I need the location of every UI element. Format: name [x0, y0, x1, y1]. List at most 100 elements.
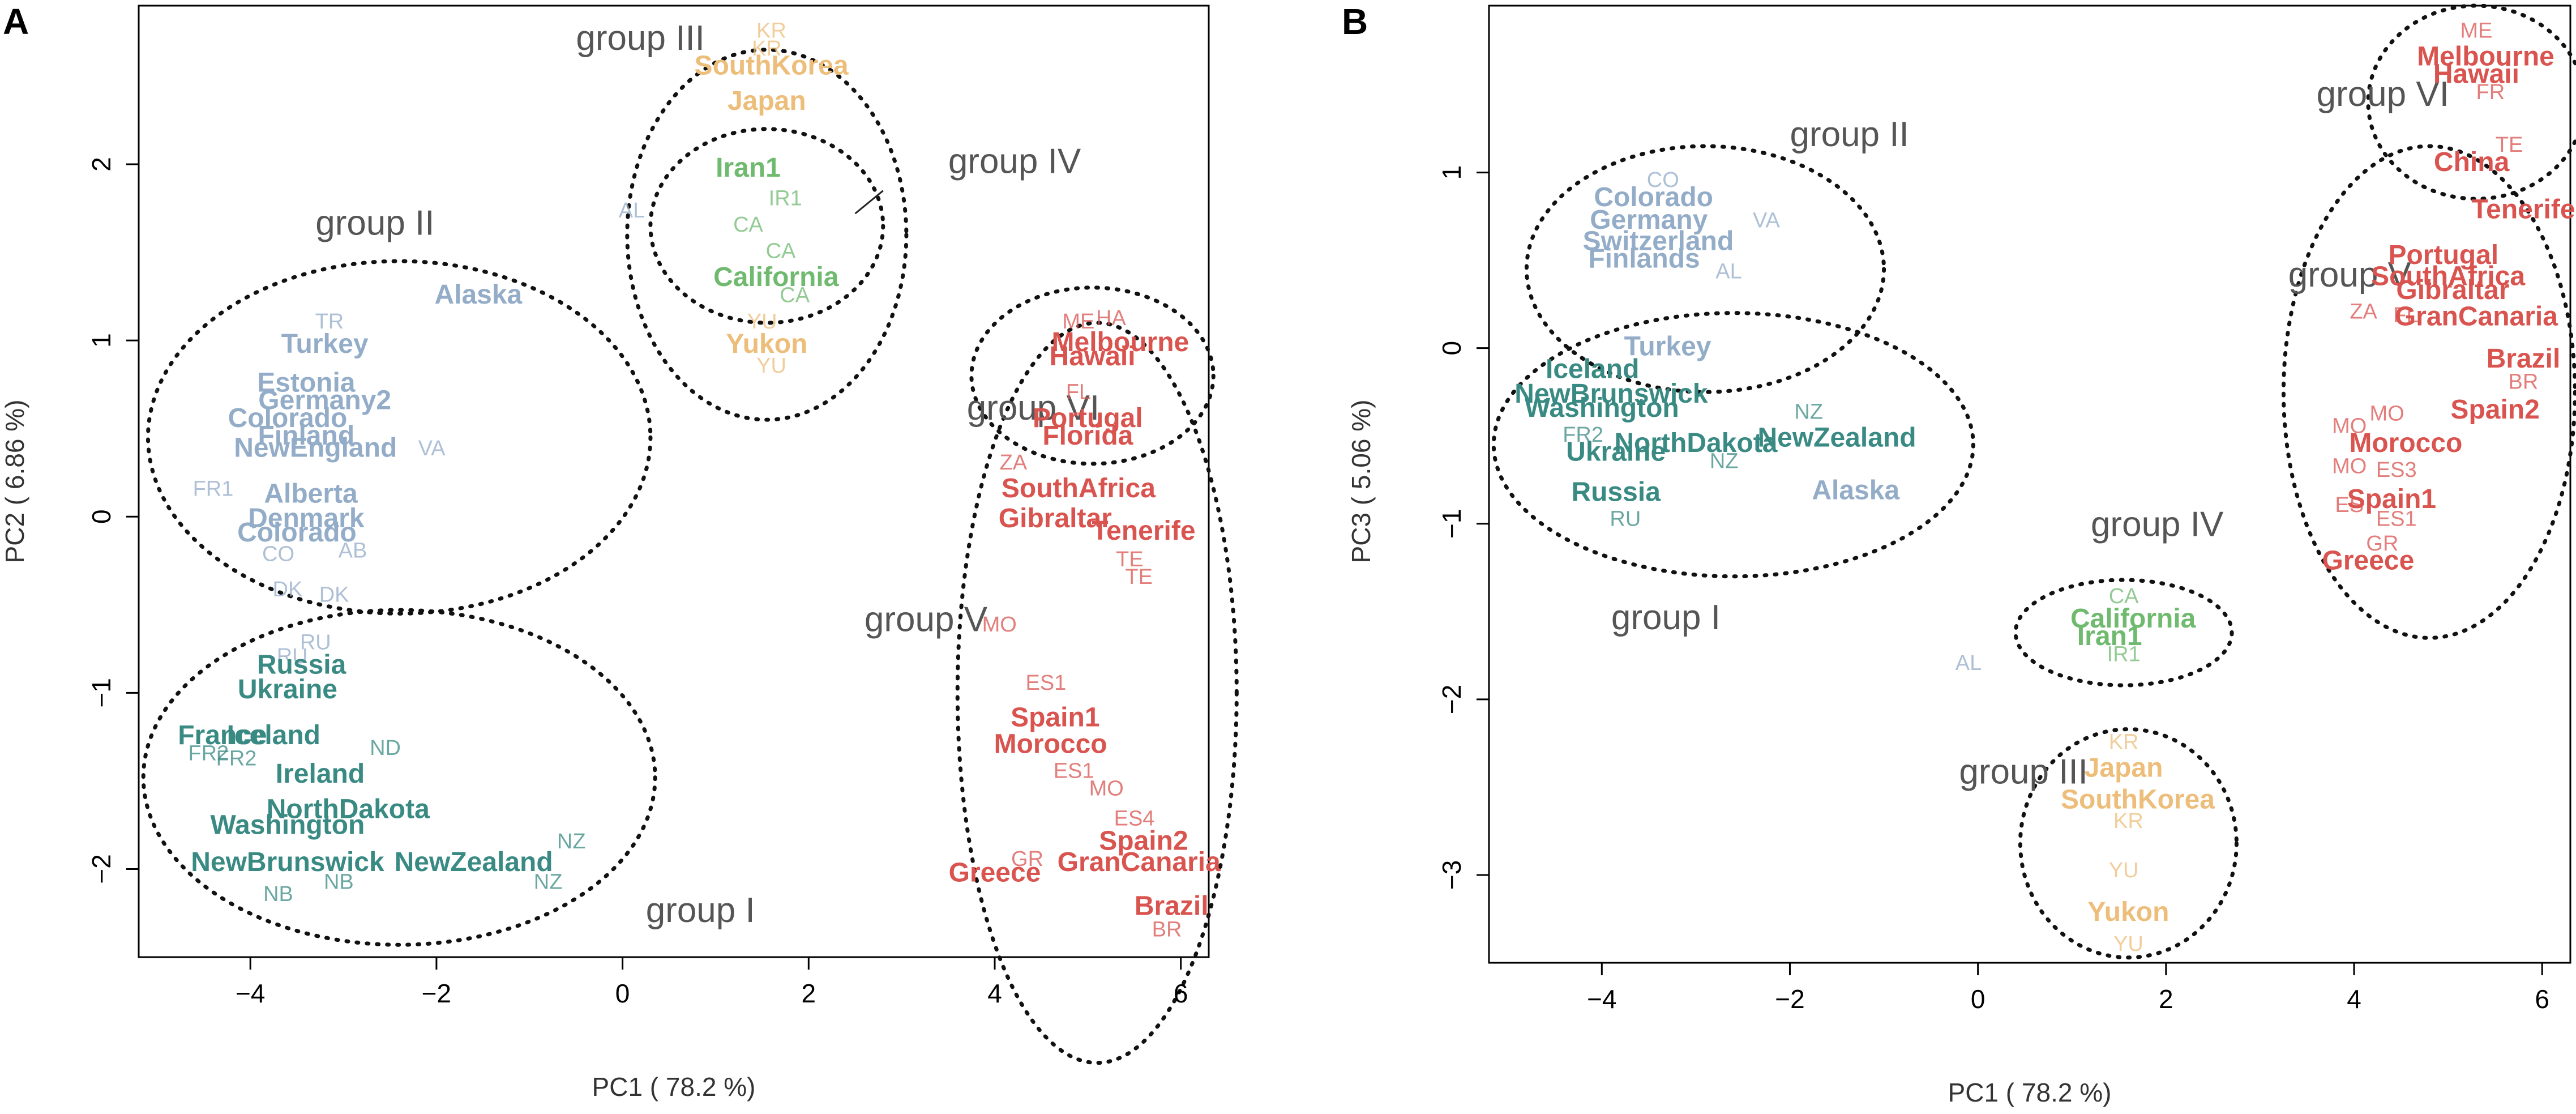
panel-a-point-al: AL — [619, 199, 645, 223]
panel-a-label-group-VI: group VI — [967, 389, 1099, 428]
panel-b-point-china: China — [2434, 147, 2510, 177]
panel-b-point-iceland: Iceland — [1546, 355, 1639, 385]
panel-a-ellipse-group-V — [955, 321, 1239, 1065]
panel-a-point-ca: CA — [766, 240, 796, 263]
panel-a-point-alaska: Alaska — [434, 280, 522, 310]
panel-b-point-nz: NZ — [1794, 400, 1823, 424]
panel-b-ellipse-group-I — [1491, 311, 1975, 579]
panel-a-point-ca: CA — [780, 283, 810, 307]
panel-b-label-group-VI: group VI — [2317, 75, 2449, 114]
panel-a-point-newbrunswick: NewBrunswick — [191, 847, 384, 877]
panel-b-point-mo: MO — [2370, 402, 2404, 426]
panel-b-point-gr: GR — [2366, 532, 2398, 556]
panel-a-point-alberta: Alberta — [264, 479, 358, 509]
panel-a-points: SouthKoreaJapanKRKRYukonYUYUIran1IR1CACa… — [178, 19, 1221, 942]
panel-b-ellipse-group-III — [2018, 727, 2239, 960]
panel-a-label-group-IV: group IV — [948, 142, 1081, 181]
panel-b-point-finlands: Finlands — [1588, 244, 1700, 274]
panel-a-point-mo: MO — [982, 613, 1017, 637]
panel-a-ellipse-group-IV — [648, 127, 885, 325]
panel-b-y-tick-label: −1 — [1437, 509, 1466, 539]
panel-b-point-melbourne: Melbourne — [2417, 42, 2554, 72]
panel-b-point-germany: Germany — [1590, 205, 1708, 235]
panel-b-point-yu: YU — [2109, 859, 2139, 882]
panel-a-point-es4: ES4 — [1114, 806, 1155, 830]
panel-a-point-tenerife: Tenerife — [1092, 516, 1195, 546]
panel-a-point-newengland: NewEngland — [234, 433, 397, 463]
panel-b-point-mo: MO — [2332, 414, 2367, 438]
panel-b-point-mo: MO — [2332, 455, 2367, 479]
panel-a-point-france: France — [178, 720, 267, 750]
panel-a-point-spain1: Spain1 — [1011, 703, 1099, 733]
panel-b-point-iran1: Iran1 — [2077, 621, 2142, 651]
panel-b-label-group-II: group II — [1790, 115, 1909, 154]
panel-a-letter: A — [3, 1, 29, 42]
panel-b-point-alaska: Alaska — [1812, 476, 1899, 506]
panel-a-point-nd: ND — [370, 736, 401, 760]
panel-b-point-me: ME — [2460, 19, 2492, 43]
panel-a-point-fr2: FR2 — [216, 747, 257, 771]
panel-b-point-gibraltar: Gibraltar — [2396, 275, 2509, 305]
panel-b-point-fr2: FR2 — [1563, 423, 1603, 447]
panel-a-point-brazil: Brazil — [1135, 891, 1209, 921]
panel-a-point-ireland: Ireland — [276, 759, 365, 789]
panel-b-point-te: TE — [2496, 133, 2523, 157]
panel-a-point-ca: CA — [733, 213, 763, 237]
panel-b-point-nz: NZ — [1710, 449, 1739, 473]
panel-a-point-co: CO — [262, 543, 294, 566]
panel-a-point-br: BR — [1152, 917, 1182, 941]
panel-a-point-southafrica: SouthAfrica — [1002, 473, 1156, 503]
panel-b-group-ellipses — [1491, 3, 2576, 960]
panel-b-label-group-I: group I — [1611, 598, 1721, 637]
panel-b-point-washington: Washington — [1525, 393, 1679, 423]
panel-a-group-labels: group I group II group III group IV group V g… — [315, 19, 1099, 930]
panel-a-point-denmark: Denmark — [248, 503, 365, 533]
panel-a-point-es1: ES1 — [1054, 759, 1094, 783]
panel-b-ellipse-group-VI — [2366, 3, 2576, 201]
panel-b-point-ru: RU — [1610, 507, 1641, 531]
panel-b-point-kr: KR — [2109, 730, 2139, 754]
panel-b-point-japan: Japan — [2085, 753, 2163, 783]
panel-a-ellipse-group-I — [141, 608, 657, 947]
panel-a-ellipse-group-VI — [969, 285, 1216, 466]
panel-a-point-yu: YU — [756, 354, 786, 378]
panel-b-group-labels: group I group II group III group IV group V g… — [1611, 75, 2449, 792]
panel-a-ellipse-group-II — [146, 259, 653, 616]
panel-a-point-fr1: FR1 — [193, 477, 234, 501]
panel-a-point-germany2: Germany2 — [258, 386, 391, 416]
panel-a-point-turkey: Turkey — [281, 329, 369, 359]
panel-b-y-tick-label: 0 — [1437, 341, 1466, 356]
panel-a-point-nb: NB — [324, 870, 354, 894]
panel-a-point-japan: Japan — [728, 86, 806, 116]
panel-a-point-finland: Finland — [258, 421, 354, 451]
panel-a-point-melbourne: Melbourne — [1052, 327, 1189, 357]
panel-a-plot-frame — [138, 5, 1210, 958]
panel-b-point-switzerland: Switzerland — [1583, 226, 1734, 256]
panel-a-x-tick-label: −4 — [236, 979, 265, 1008]
panel-a-point-te: TE — [1116, 548, 1144, 571]
panel-a-point-russia: Russia — [257, 650, 346, 680]
panel-b-point-al: AL — [1715, 259, 1741, 283]
panel-a-x-tick-label: 2 — [802, 979, 816, 1008]
panel-b-point-ir1: IR1 — [2107, 642, 2141, 666]
panel-b-point-fr: FR — [2476, 80, 2505, 104]
panel-b-axes: −4 −2 0 2 4 6 −3 −2 −1 0 1 — [1437, 165, 2549, 1014]
panel-a-point-iceland: Iceland — [227, 720, 320, 750]
panel-a-point-fr2: FR2 — [188, 741, 229, 765]
panel-a-x-tick-label: 4 — [987, 979, 1002, 1008]
panel-b-point-spain1: Spain1 — [2347, 484, 2436, 514]
panel-a-group-iv-pointer — [854, 190, 884, 215]
panel-b-label-group-III: group III — [1959, 753, 2087, 792]
panel-b-point-es: ES — [2335, 493, 2364, 517]
panel-b-plot-frame — [1488, 5, 2571, 964]
panel-a-point-ru: RU — [277, 645, 308, 668]
panel-b-x-axis-label: PC1 ( 78.2 %) — [1948, 1078, 2112, 1107]
panel-a-point-es1: ES1 — [1025, 671, 1066, 695]
panel-a-point-nz: NZ — [557, 830, 586, 853]
panel-a-point-ha: HA — [1096, 306, 1126, 330]
panel-a-point-yukon: Yukon — [726, 329, 807, 359]
panel-b-point-za: ZA — [2350, 300, 2377, 324]
